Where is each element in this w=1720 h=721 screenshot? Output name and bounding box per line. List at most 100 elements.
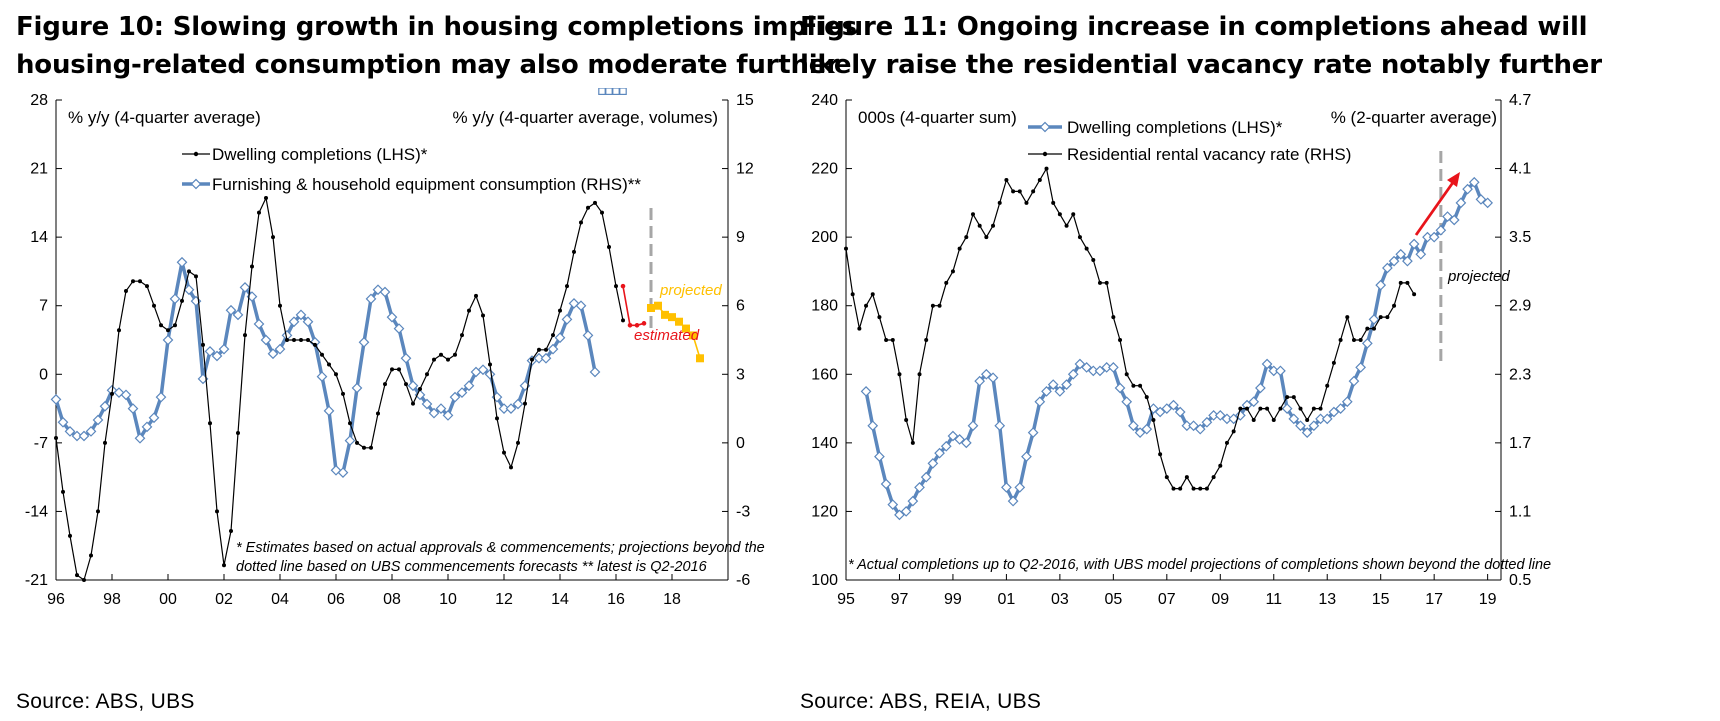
dwelling-point [61, 489, 65, 494]
completions-point [934, 447, 945, 459]
vacancy-point [984, 235, 989, 240]
dwelling-point [82, 578, 86, 582]
x-tick-label: 02 [215, 591, 233, 608]
completions-point [1081, 362, 1092, 373]
completions-point [1034, 396, 1046, 408]
completions-point [1388, 255, 1400, 267]
furnishing-point [267, 348, 279, 360]
projected-point [689, 331, 697, 340]
dwelling-point [96, 509, 100, 514]
dwelling-point [376, 411, 380, 416]
completions-point [1281, 403, 1293, 414]
completions-point [1021, 451, 1032, 462]
figure10-title-line2: housing-related consumption may also mod… [16, 50, 839, 80]
dwelling-point [264, 195, 268, 200]
left-tick-label: 28 [30, 92, 48, 109]
completions-point [1442, 211, 1453, 222]
legend-vacancy-label: Residential rental vacancy rate (RHS) [1067, 145, 1351, 164]
completions-point [1468, 176, 1480, 188]
right-axis-label: % y/y (4-quarter average, volumes) [453, 108, 719, 127]
vacancy-point [1291, 395, 1296, 400]
dwelling-point [586, 205, 590, 210]
projected-point [654, 301, 662, 310]
dwelling-point [278, 303, 282, 308]
completions-point [1382, 262, 1393, 274]
left-tick-label: 21 [30, 161, 48, 178]
furnishing-point [351, 382, 363, 394]
furnishing-point [78, 430, 90, 442]
furnishing-point [183, 284, 195, 296]
projected-annotation: projected [1447, 268, 1510, 285]
legend-furnishing-label: Furnishing & household equipment consump… [212, 175, 641, 194]
dwelling-point [292, 338, 296, 342]
completions-point [1268, 365, 1280, 377]
figure11-title-line2: likely raise the residential vacancy rat… [800, 50, 1602, 80]
right-tick-label: 1.1 [1509, 503, 1531, 520]
vacancy-point [1044, 166, 1049, 171]
vacancy-point [1412, 292, 1417, 297]
furnishing-point [365, 293, 377, 305]
vacancy-point [1144, 395, 1149, 400]
figure11-title-line1: Figure 11: Ongoing increase in completio… [800, 12, 1588, 42]
furnishing-point [218, 343, 230, 355]
completions-point [1261, 358, 1273, 370]
completions-point [1154, 406, 1166, 418]
figure10-source: Source: ABS, UBS [16, 690, 195, 713]
furnishing-point [302, 316, 314, 328]
dwelling-point [131, 279, 135, 284]
furnishing-point [50, 394, 62, 405]
vacancy-point [1211, 475, 1216, 480]
completions-point [1395, 248, 1407, 260]
figure11-source: Source: ABS, REIA, UBS [800, 690, 1042, 713]
furnishing-point [442, 410, 454, 421]
left-tick-label: 160 [811, 366, 838, 383]
vacancy-point [1004, 178, 1009, 182]
left-tick-label: 14 [30, 229, 48, 246]
left-tick-label: 240 [811, 92, 838, 109]
furnishing-point [92, 414, 104, 426]
projected-annotation: projected [659, 282, 722, 299]
estimated-point [627, 323, 633, 328]
furnishing-point [253, 318, 265, 330]
completions-point [1054, 386, 1066, 397]
furnishing-point [204, 346, 216, 357]
dwelling-point [593, 200, 597, 205]
x-tick-label: 01 [998, 591, 1016, 608]
dwelling-point [306, 338, 310, 342]
x-tick-label: 05 [1104, 591, 1122, 608]
furnishing-point [64, 426, 76, 437]
furnishing-point [309, 336, 321, 348]
right-tick-label: 2.3 [1509, 366, 1531, 383]
completions-point [1074, 358, 1086, 370]
dwelling-point [432, 357, 436, 362]
dwelling-point [250, 264, 254, 269]
vacancy-point [910, 440, 915, 445]
right-tick-label: 15 [736, 92, 754, 109]
right-axis-label: % (2-quarter average) [1331, 108, 1497, 127]
vacancy-point [991, 223, 996, 228]
dwelling-point [474, 293, 478, 298]
completions-point [867, 420, 879, 432]
left-tick-label: 140 [811, 435, 838, 452]
dwelling-point [103, 440, 107, 445]
right-tick-label: 2.9 [1509, 298, 1531, 315]
vacancy-point [1097, 280, 1102, 285]
completions-point [1335, 403, 1346, 414]
figure10-title: Figure 10: Slowing growth in housing com… [16, 8, 857, 84]
furnishing-point [575, 300, 587, 312]
dwelling-point [145, 284, 149, 289]
completions-point [880, 478, 892, 490]
dwelling-point [201, 342, 205, 347]
figure11-chart: 240 220 200 180 160 140 120 100 4.7 4.1 3.5 2.9 2.3 1… [811, 92, 1551, 608]
completions-point [1275, 365, 1286, 377]
x-tick-label: 08 [383, 591, 401, 608]
vacancy-point [1258, 406, 1263, 411]
vacancy-point [870, 292, 875, 297]
dwelling-point [558, 308, 562, 313]
completions-point [1161, 403, 1173, 414]
vacancy-point [1077, 235, 1082, 240]
dwelling-point [460, 333, 464, 338]
furnishing-point [134, 432, 146, 444]
furnishing-point [260, 334, 272, 346]
furnishing-point [393, 323, 405, 334]
